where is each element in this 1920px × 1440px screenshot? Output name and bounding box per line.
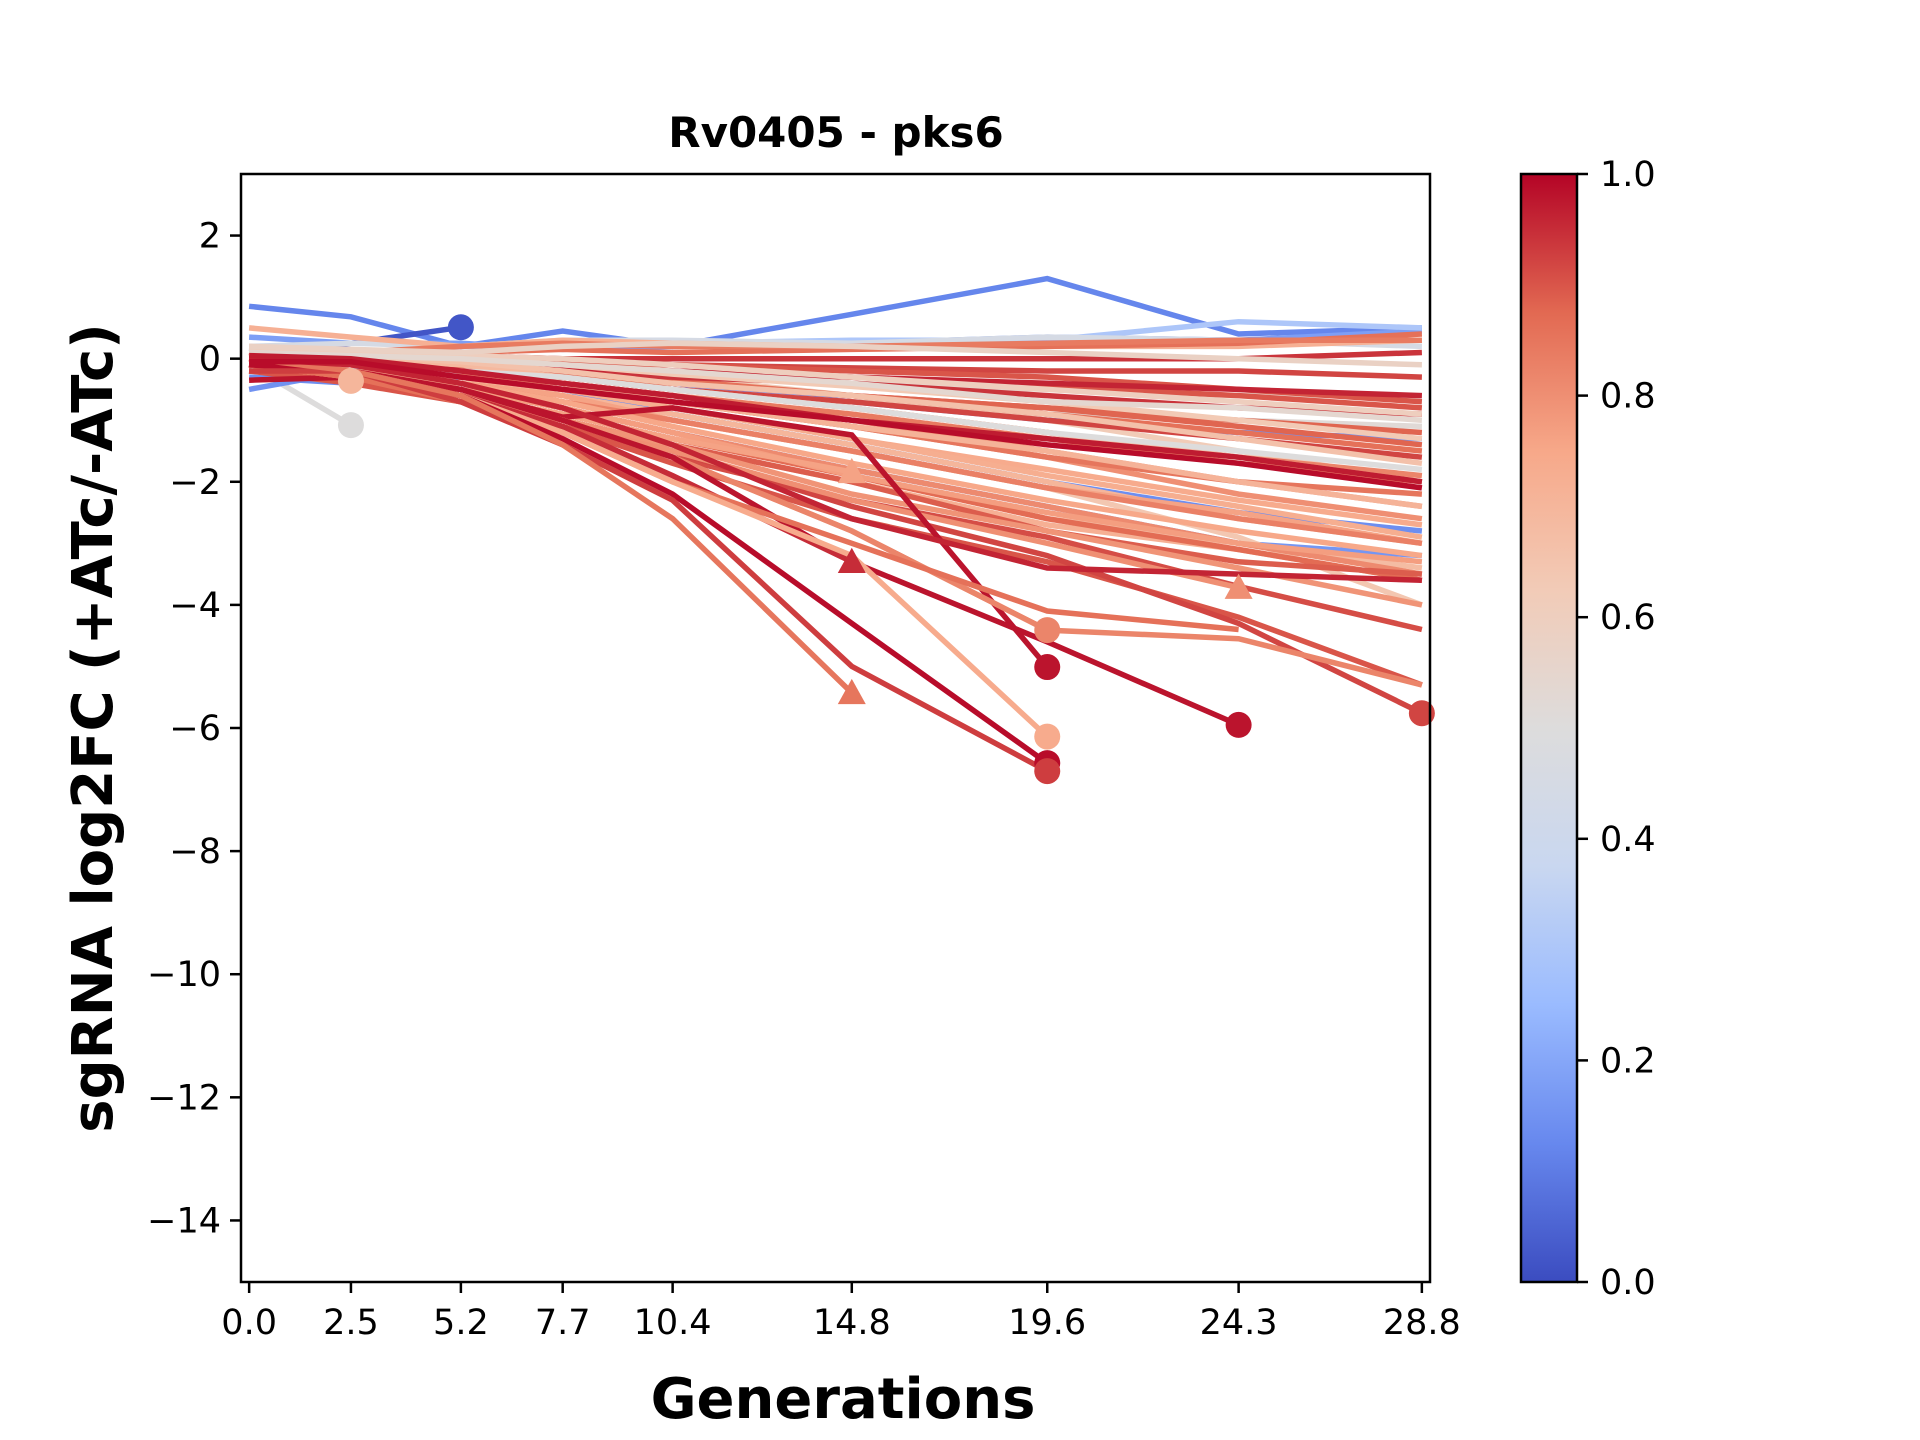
x-tick-label: 14.8 bbox=[813, 1303, 891, 1343]
series-end-marker-circle bbox=[1408, 700, 1435, 727]
x-tick-label: 24.3 bbox=[1200, 1303, 1278, 1343]
x-tick-label: 0.0 bbox=[221, 1303, 277, 1343]
series-layer bbox=[247, 275, 1424, 774]
marker-layer bbox=[337, 314, 1435, 785]
y-tick-label: 2 bbox=[199, 217, 221, 257]
series-end-marker-triangle bbox=[837, 678, 866, 705]
series-line bbox=[248, 275, 1422, 350]
colorbar bbox=[1519, 172, 1579, 1284]
x-tick-label: 5.2 bbox=[433, 1303, 489, 1343]
y-tick-label: −2 bbox=[169, 463, 221, 503]
series-end-marker-triangle bbox=[1224, 573, 1253, 599]
series-end-marker-circle bbox=[1034, 654, 1061, 681]
series-line bbox=[248, 355, 1422, 584]
series-line bbox=[248, 355, 854, 695]
y-tick-label: −6 bbox=[169, 709, 221, 749]
series-end-marker-circle bbox=[337, 412, 364, 439]
x-tick-label: 7.7 bbox=[535, 1303, 591, 1343]
colorbar-tick-label: 0.6 bbox=[1600, 598, 1656, 638]
y-tick-label: −10 bbox=[147, 955, 221, 995]
series-end-marker-circle bbox=[1034, 758, 1061, 785]
x-tick-label: 2.5 bbox=[323, 1303, 379, 1343]
x-axis: 0.0 2.5 5.2 7.7 10.4 14.8 19.6 24.3 28.8 bbox=[221, 1282, 1461, 1343]
series-end-marker-circle bbox=[447, 314, 474, 341]
y-tick-label: 0 bbox=[199, 340, 221, 380]
y-axis-label: sgRNA log2FC (+ATc/-ATc) bbox=[61, 323, 126, 1133]
colorbar-tick-label: 0.0 bbox=[1600, 1263, 1656, 1303]
series-line bbox=[249, 346, 1423, 417]
colorbar-tick-label: 0.4 bbox=[1600, 820, 1656, 860]
series-end-marker-circle bbox=[1034, 723, 1061, 750]
y-tick-label: −4 bbox=[169, 586, 221, 626]
series-end-marker-circle bbox=[337, 367, 364, 394]
y-tick-label: −12 bbox=[147, 1078, 221, 1118]
series-end-marker-circle bbox=[1225, 711, 1252, 738]
series-line bbox=[249, 349, 1423, 423]
series-end-marker-triangle bbox=[837, 547, 866, 573]
series-end-marker-triangle bbox=[837, 457, 866, 484]
y-tick-label: −8 bbox=[169, 832, 221, 872]
colorbar-tick-label: 0.2 bbox=[1600, 1041, 1656, 1081]
x-axis-label: Generations bbox=[651, 1367, 1036, 1432]
y-tick-label: −14 bbox=[147, 1201, 221, 1241]
x-tick-label: 19.6 bbox=[1008, 1303, 1086, 1343]
x-tick-label: 28.8 bbox=[1383, 1303, 1461, 1343]
y-axis: 2 0 −2 −4 −6 −8 −10 −12 −14 bbox=[147, 217, 241, 1241]
series-end-marker-circle bbox=[1034, 617, 1061, 644]
colorbar-ticks: 0.0 0.2 0.4 0.6 0.8 1.0 bbox=[1577, 155, 1656, 1303]
colorbar-tick-label: 0.8 bbox=[1600, 377, 1656, 417]
series-line bbox=[249, 358, 1423, 491]
colorbar-tick-label: 1.0 bbox=[1600, 155, 1656, 195]
series-line bbox=[249, 340, 1422, 368]
series-line bbox=[249, 352, 1423, 485]
x-tick-label: 10.4 bbox=[634, 1303, 712, 1343]
chart-title: Rv0405 - pks6 bbox=[668, 108, 1004, 157]
